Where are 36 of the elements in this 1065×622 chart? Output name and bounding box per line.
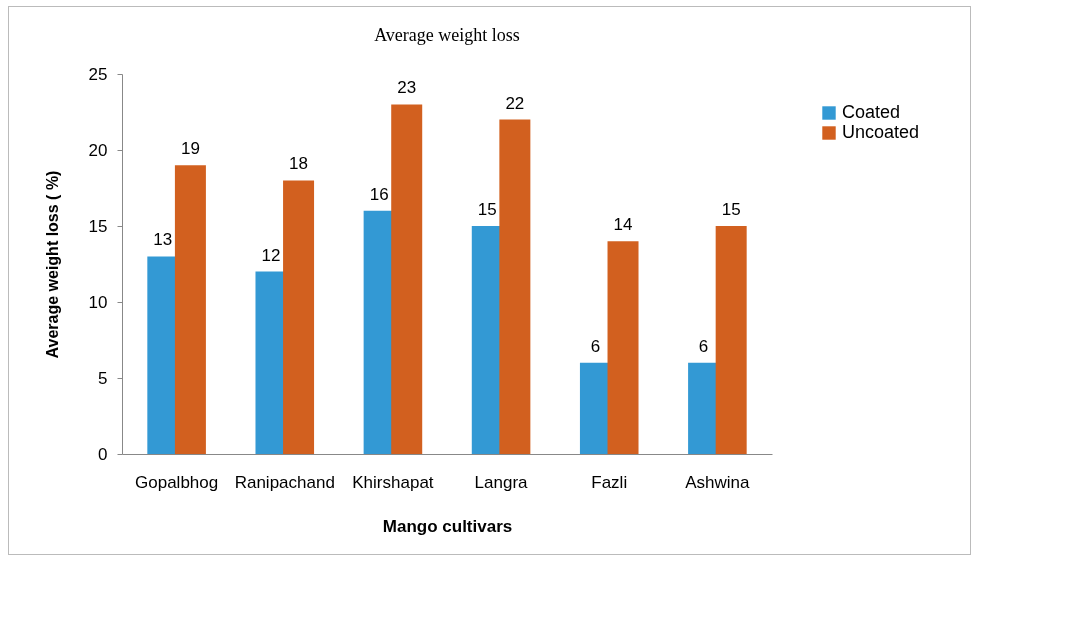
- data-label: 12: [261, 245, 281, 265]
- y-tick-label: 10: [88, 292, 108, 312]
- bar: [715, 226, 747, 454]
- x-tick-label: Langra: [474, 472, 529, 492]
- legend-label: Uncoated: [842, 122, 920, 142]
- data-label: 22: [505, 93, 525, 113]
- x-tick-label: Ranipachand: [234, 472, 335, 492]
- chart-title: Average weight loss: [374, 25, 520, 45]
- y-tick-label: 15: [88, 216, 108, 236]
- data-label: 6: [590, 336, 601, 356]
- data-label: 13: [153, 230, 173, 250]
- data-label: 23: [397, 78, 417, 98]
- y-tick-label: 0: [98, 444, 108, 464]
- y-tick-label: 5: [98, 368, 108, 388]
- data-label: 6: [698, 336, 709, 356]
- x-tick-label: Khirshapat: [352, 472, 434, 492]
- bar: [174, 165, 206, 454]
- data-label: 15: [721, 200, 741, 219]
- bar: [579, 362, 611, 454]
- bar: [499, 119, 531, 454]
- bar: [607, 241, 639, 454]
- data-label: 15: [477, 200, 497, 219]
- data-label: 16: [369, 184, 389, 204]
- data-label: 19: [180, 139, 200, 159]
- data-label: 14: [613, 215, 633, 235]
- data-label: 18: [289, 154, 309, 174]
- y-axis-title: Average weight loss ( %): [43, 170, 61, 359]
- x-tick-label: Gopalbhog: [135, 472, 219, 492]
- y-tick-label: 25: [88, 64, 108, 84]
- x-tick-label: Ashwina: [685, 472, 751, 492]
- legend-label: Coated: [842, 102, 901, 122]
- x-axis-title: Mango cultivars: [382, 516, 513, 536]
- bar: [391, 104, 423, 454]
- x-tick-label: Fazli: [591, 472, 628, 492]
- y-tick-label: 20: [88, 140, 108, 160]
- bar: [283, 180, 315, 454]
